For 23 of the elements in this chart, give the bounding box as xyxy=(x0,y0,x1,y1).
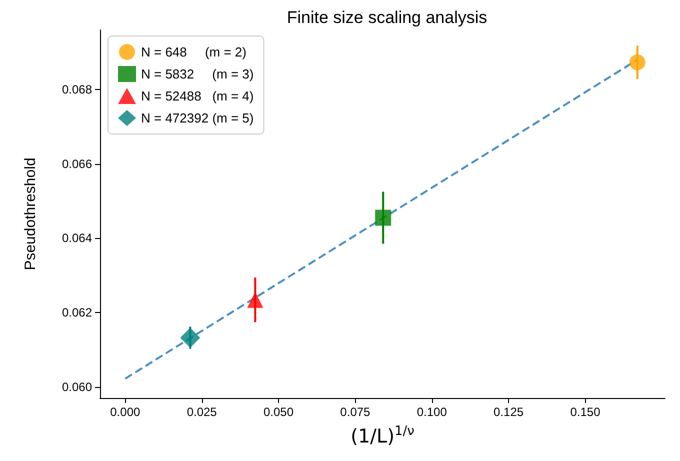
point xyxy=(247,292,264,308)
y-tick-label: 0.066 xyxy=(62,156,92,171)
x-tick-label: 0.025 xyxy=(186,405,218,419)
point xyxy=(180,328,200,348)
y-tick-label: 0.062 xyxy=(62,306,92,320)
legend-label: N = 648 (m = 2) xyxy=(141,44,246,60)
x-tick-label: 0.150 xyxy=(570,405,601,419)
x-tick-label: 0.100 xyxy=(416,405,448,419)
legend-label: N = 472392 (m = 5) xyxy=(141,110,254,126)
point xyxy=(629,54,646,70)
chart-title: Finite size scaling analysis xyxy=(286,8,488,27)
x-tick-label: 0.050 xyxy=(264,405,294,419)
y-tick-label: 0.060 xyxy=(62,380,92,394)
x-tick-label: 0.075 xyxy=(340,405,371,419)
x-tick-label: 0.000 xyxy=(110,405,140,419)
x-tick-label: 0.125 xyxy=(494,405,524,419)
point xyxy=(375,210,392,226)
y-tick-label: 0.068 xyxy=(62,82,92,96)
y-tick-label: 0.064 xyxy=(62,231,92,246)
y-axis-title: Pseudothreshold xyxy=(22,158,39,270)
legend-label: N = 5832 (m = 3) xyxy=(141,66,254,82)
x-axis-title: (1/L)$^{1/ν}$ xyxy=(350,424,416,448)
legend-label: N = 52488 (m = 4) xyxy=(141,88,254,104)
